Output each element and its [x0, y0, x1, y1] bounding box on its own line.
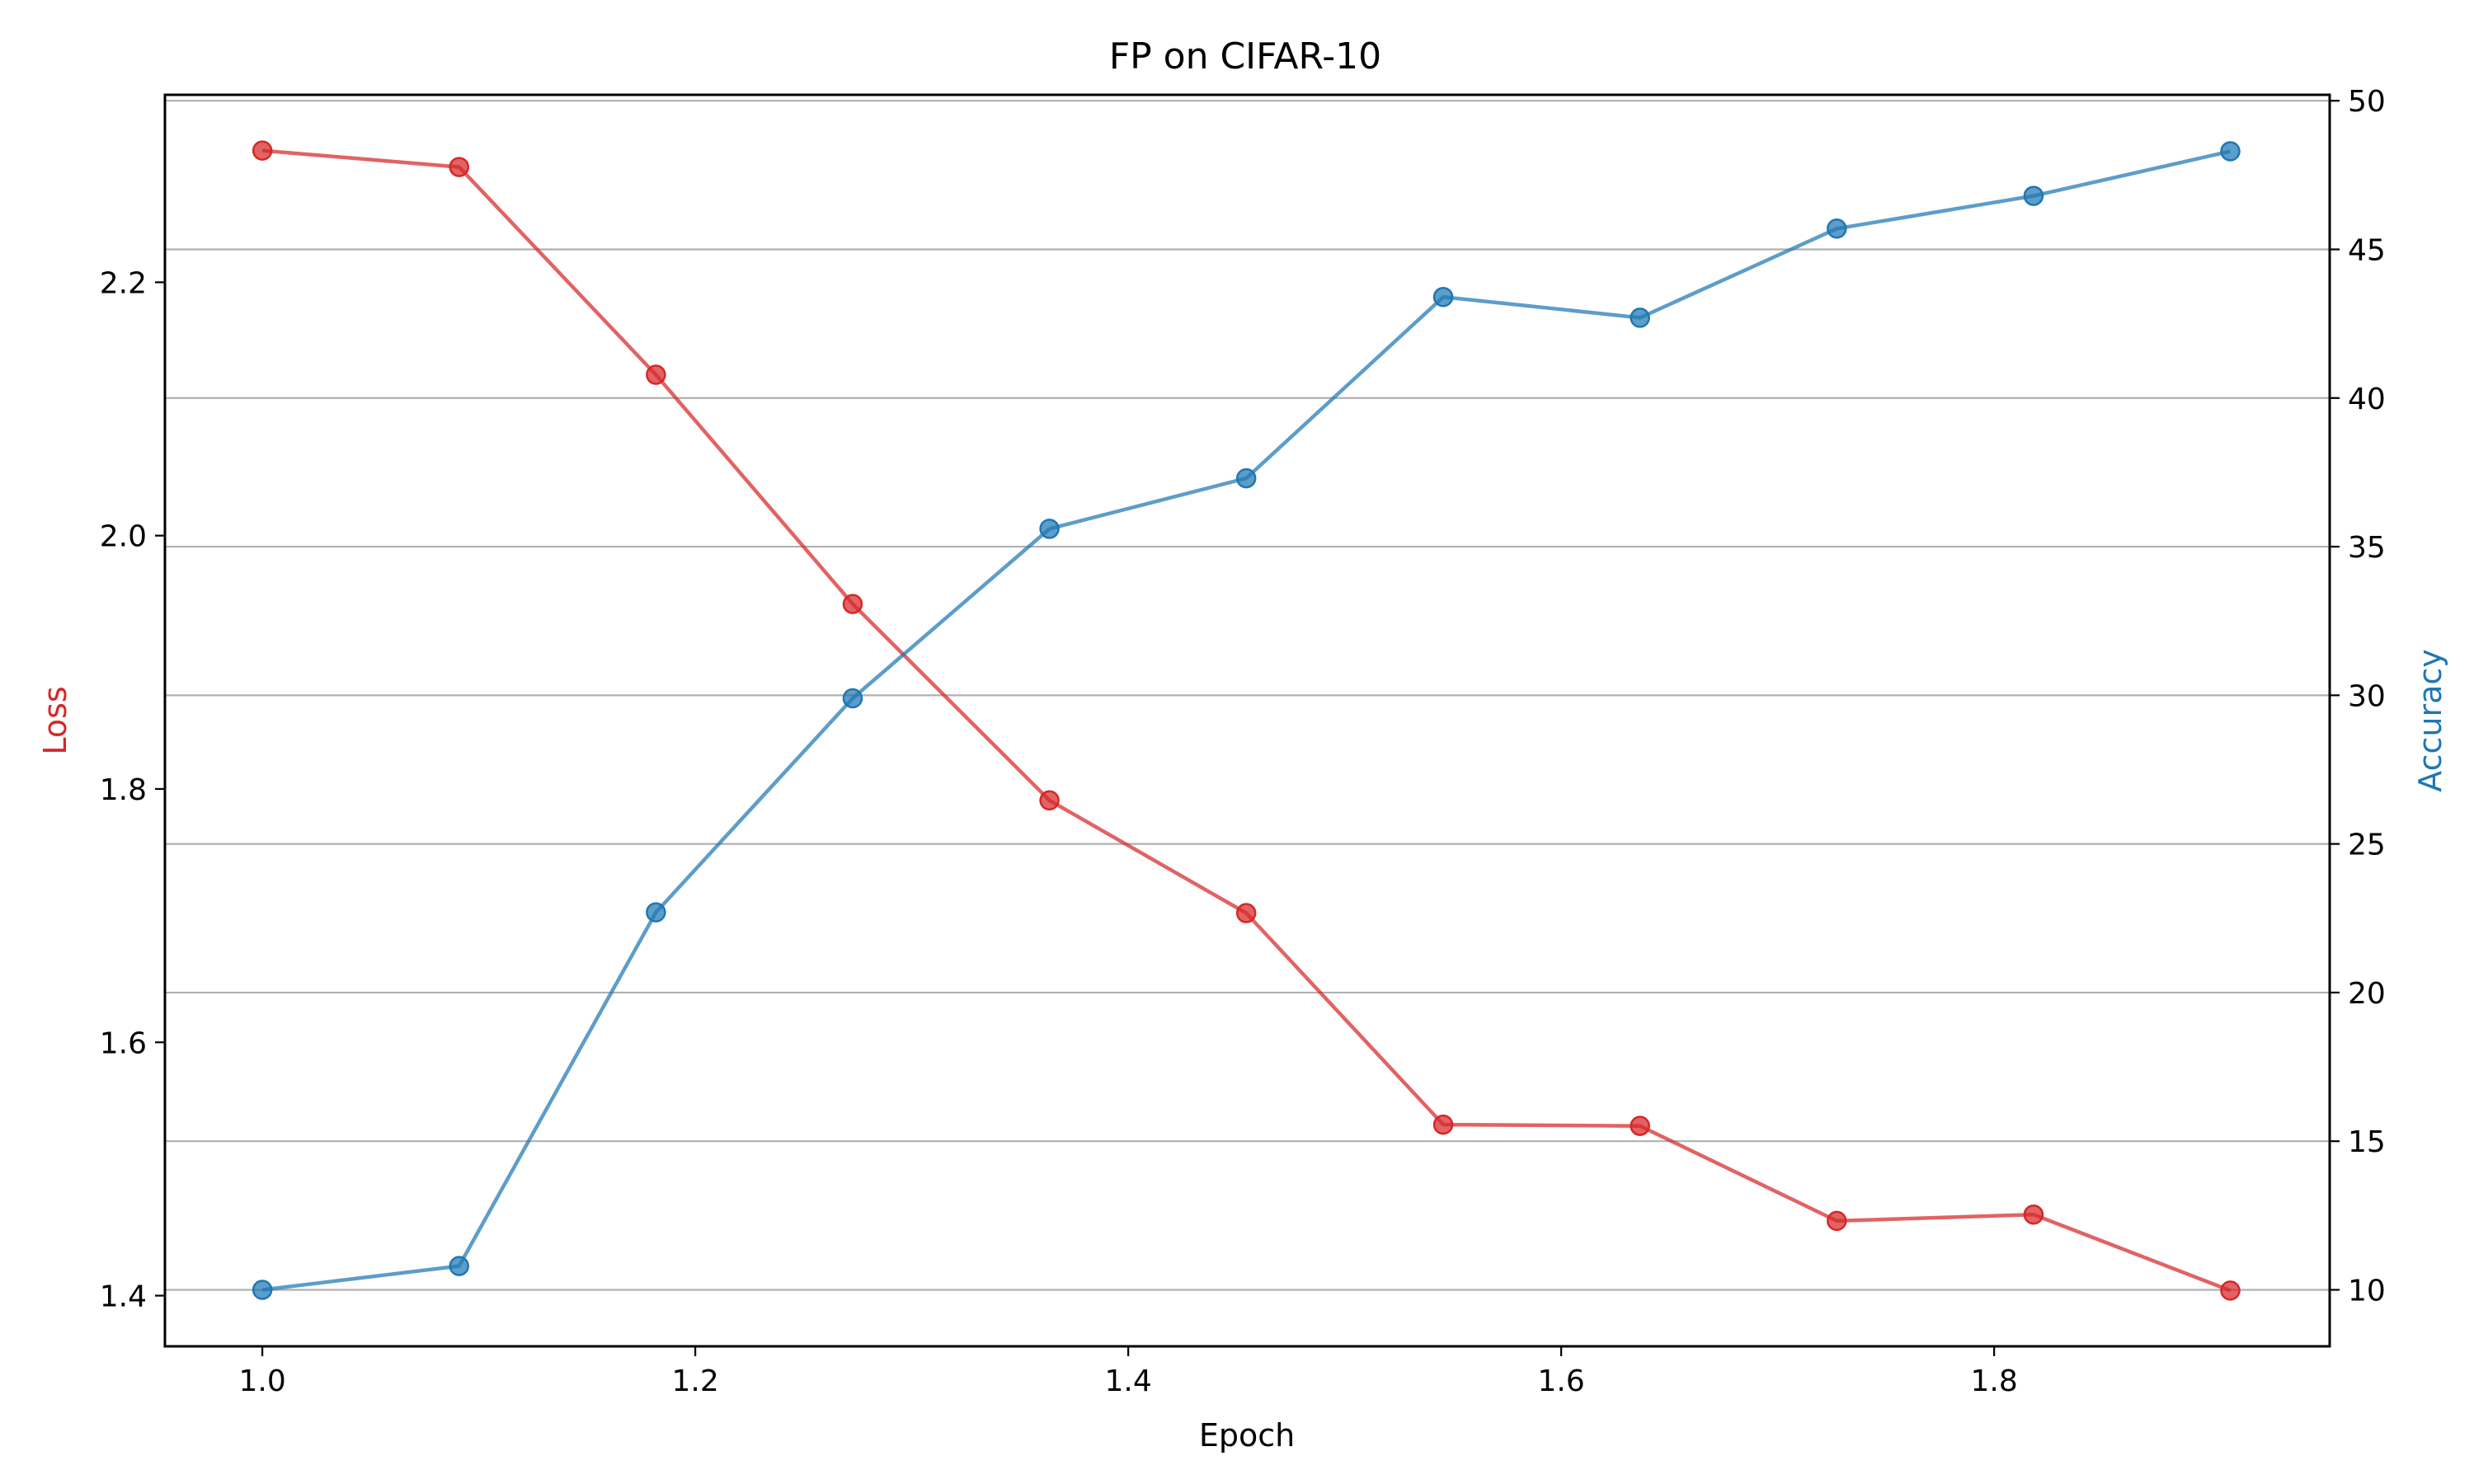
left-y-tick-label: 2.2	[100, 266, 147, 300]
x-tick-label: 1.4	[1104, 1364, 1151, 1398]
right-y-tick-label: 50	[2348, 85, 2386, 119]
accuracy-point	[2023, 186, 2044, 206]
accuracy-point	[1235, 467, 1257, 489]
accuracy-point	[1432, 286, 1454, 308]
left-y-tick-label: 1.8	[100, 773, 147, 807]
loss-point	[2220, 1280, 2241, 1301]
x-tick-label: 1.2	[671, 1364, 718, 1398]
right-y-axis-label: Accuracy	[2412, 649, 2448, 792]
right-y-tick-label: 20	[2348, 977, 2386, 1011]
x-tick-label: 1.0	[238, 1364, 285, 1398]
loss-point	[1235, 903, 1257, 923]
accuracy-point	[252, 1280, 273, 1300]
left-y-axis-label: Loss	[37, 686, 73, 754]
loss-point	[1039, 790, 1060, 811]
accuracy-point	[646, 902, 666, 923]
plot-frame	[163, 93, 2331, 1348]
loss-point	[252, 140, 273, 161]
x-tick-label: 1.8	[1970, 1364, 2017, 1398]
right-y-tick-label: 40	[2348, 383, 2386, 416]
loss-point	[842, 594, 863, 614]
gridlines	[165, 100, 2330, 1291]
accuracy-point	[1039, 519, 1060, 539]
right-y-tick-label: 25	[2348, 829, 2386, 862]
loss-point	[1827, 1210, 1847, 1232]
series-layer	[252, 140, 2241, 1301]
right-y-tick-label: 45	[2348, 233, 2386, 267]
right-y-tick-label: 15	[2348, 1125, 2386, 1159]
loss-point	[449, 157, 469, 177]
loss-point	[1432, 1114, 1454, 1135]
loss-point	[1630, 1115, 1650, 1136]
left-y-tick-label: 2.0	[100, 520, 147, 554]
loss-point	[646, 364, 666, 385]
right-y-tick-label: 35	[2348, 531, 2386, 565]
right-y-axis: 10 15 20 25 30 35 40 45 50	[2330, 85, 2386, 1308]
right-y-tick-label: 10	[2348, 1274, 2386, 1308]
left-y-tick-label: 1.4	[100, 1280, 147, 1314]
x-axis: 1.0 1.2 1.4 1.6 1.8	[238, 1346, 2018, 1398]
accuracy-point	[842, 688, 863, 709]
x-axis-label: Epoch	[1199, 1417, 1295, 1453]
accuracy-point	[1827, 218, 1847, 239]
loss-point	[2023, 1204, 2044, 1225]
accuracy-point	[449, 1256, 469, 1276]
loss-line	[261, 148, 2232, 1293]
left-y-axis: 1.4 1.6 1.8 2.0 2.2	[100, 266, 165, 1314]
right-y-tick-label: 30	[2348, 679, 2386, 713]
chart-title: FP on CIFAR-10	[1109, 35, 1381, 77]
x-tick-label: 1.6	[1537, 1364, 1584, 1398]
accuracy-point	[2220, 141, 2241, 162]
accuracy-line	[261, 149, 2231, 1292]
accuracy-point	[1630, 308, 1650, 328]
left-y-tick-label: 1.6	[100, 1026, 147, 1060]
